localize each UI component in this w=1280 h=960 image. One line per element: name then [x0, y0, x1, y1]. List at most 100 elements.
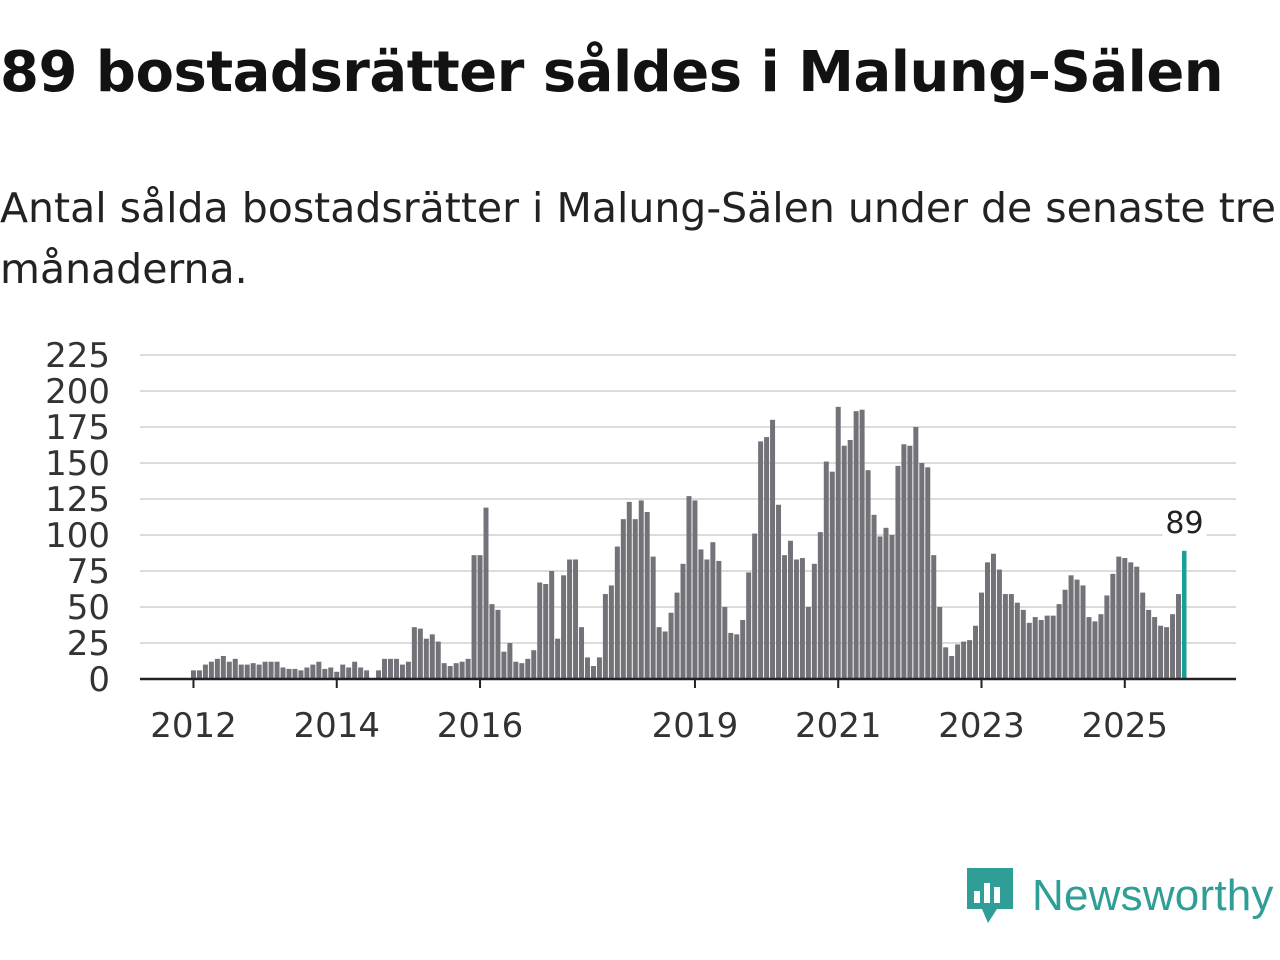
- bar: [614, 546, 620, 679]
- bar: [208, 661, 214, 679]
- bar: [949, 655, 955, 679]
- bar: [608, 585, 614, 679]
- bar: [668, 612, 674, 679]
- newsworthy-logo[interactable]: Newsworthy: [964, 864, 1274, 928]
- y-tick-label: 225: [45, 336, 110, 376]
- bar: [722, 607, 728, 679]
- bar: [411, 627, 417, 679]
- bar: [382, 658, 388, 679]
- bar: [620, 519, 626, 679]
- bar: [764, 437, 770, 679]
- bar: [280, 667, 286, 679]
- bar: [441, 663, 447, 679]
- bar: [1164, 627, 1170, 679]
- newsworthy-logo-icon: [967, 868, 1013, 923]
- bar: [787, 540, 793, 679]
- bar: [734, 634, 740, 679]
- bar: [358, 667, 364, 679]
- bar: [895, 465, 901, 679]
- bar: [853, 411, 859, 679]
- x-tick-label: 2012: [150, 706, 237, 746]
- bar: [483, 507, 489, 679]
- bar: [692, 500, 698, 679]
- bar: [226, 661, 232, 679]
- bar: [584, 657, 590, 679]
- bar: [979, 592, 985, 679]
- bar: [447, 666, 453, 679]
- bar: [346, 667, 352, 679]
- bar: [316, 661, 322, 679]
- bar: [644, 511, 650, 679]
- brand-name: Newsworthy: [1032, 871, 1274, 920]
- bar: [984, 562, 990, 679]
- bar: [943, 647, 949, 679]
- y-tick-label: 175: [45, 408, 110, 448]
- bar: [495, 609, 501, 679]
- y-tick-label: 200: [45, 372, 110, 412]
- x-tick-label: 2023: [938, 706, 1025, 746]
- bar: [877, 536, 883, 679]
- bar: [1110, 573, 1116, 679]
- bar: [537, 582, 543, 679]
- bar: [244, 664, 250, 679]
- bar: [1158, 625, 1164, 679]
- bar: [1032, 617, 1038, 679]
- bar: [740, 619, 746, 679]
- bar: [1134, 566, 1140, 679]
- bar: [680, 563, 686, 679]
- bar: [531, 650, 537, 679]
- bar: [967, 640, 973, 679]
- bar: [931, 555, 937, 679]
- bar: [334, 671, 340, 679]
- bar: [1128, 562, 1134, 679]
- highlight-value-label: 89: [1165, 506, 1203, 541]
- bar: [770, 419, 776, 679]
- bar: [262, 661, 268, 679]
- bar: [519, 663, 525, 679]
- bar: [399, 664, 405, 679]
- bar: [650, 556, 656, 679]
- bar: [364, 670, 370, 679]
- bar: [973, 625, 979, 679]
- bar: [340, 664, 346, 679]
- bar: [286, 668, 292, 679]
- bar: [776, 504, 782, 679]
- bar: [1014, 602, 1020, 679]
- bar: [405, 661, 411, 679]
- y-tick-label: 100: [45, 516, 110, 556]
- bar: [513, 661, 519, 679]
- bar: [871, 514, 877, 679]
- bar: [746, 572, 752, 679]
- y-tick-label: 50: [67, 588, 110, 628]
- bar: [573, 559, 579, 679]
- bar: [626, 501, 632, 679]
- bar: [811, 563, 817, 679]
- bar: [1104, 595, 1110, 679]
- bar: [555, 638, 561, 679]
- highlight-label-bg: [1162, 504, 1207, 543]
- bar: [220, 655, 226, 679]
- bar: [782, 555, 787, 679]
- bar: [393, 658, 399, 679]
- bar: [907, 445, 913, 679]
- bar: [387, 658, 393, 679]
- bar: [805, 607, 811, 679]
- bar: [543, 583, 549, 679]
- bar: [1056, 604, 1062, 679]
- bar: [1074, 579, 1080, 679]
- bar: [1062, 589, 1068, 679]
- bar: [1080, 585, 1086, 679]
- bar: [232, 658, 238, 679]
- bar: [937, 607, 943, 679]
- bar: [268, 661, 274, 679]
- bar: [238, 664, 244, 679]
- bar: [459, 661, 465, 679]
- bar: [1044, 615, 1050, 679]
- y-tick-label: 150: [45, 444, 110, 484]
- bar: [1152, 617, 1158, 679]
- bar: [704, 559, 710, 679]
- bar: [823, 461, 829, 679]
- bar: [465, 658, 471, 679]
- bar: [298, 670, 304, 679]
